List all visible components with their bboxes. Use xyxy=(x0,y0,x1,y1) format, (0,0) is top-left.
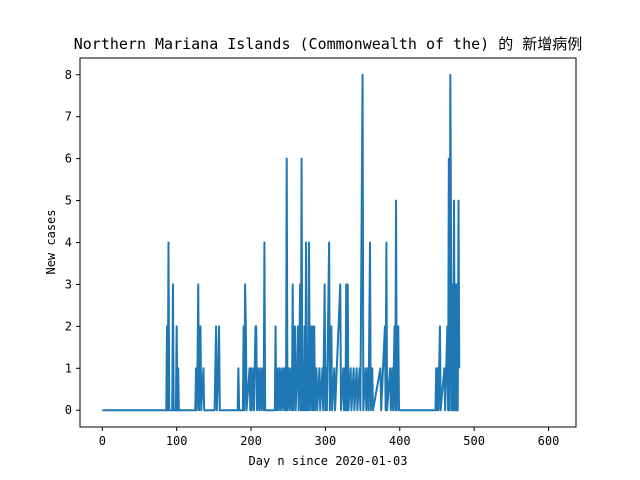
x-tick-label: 500 xyxy=(463,434,485,448)
y-tick-label: 5 xyxy=(65,194,72,208)
y-tick-label: 0 xyxy=(65,403,72,417)
y-tick-label: 3 xyxy=(65,277,72,291)
y-tick-label: 1 xyxy=(65,361,72,375)
plot-area xyxy=(102,73,461,412)
x-tick-label: 100 xyxy=(166,434,188,448)
x-axis-label: Day n since 2020-01-03 xyxy=(249,454,408,468)
chart-title: Northern Mariana Islands (Commonwealth o… xyxy=(74,35,582,53)
axes-frame xyxy=(79,57,577,428)
y-tick-label: 2 xyxy=(65,319,72,333)
axis-ticks: 0 100 200 300 400 500 600 0 1 2 3 4 5 6 7 8 xyxy=(65,68,560,448)
y-axis-label: New cases xyxy=(44,209,58,274)
x-tick-label: 0 xyxy=(99,434,106,448)
x-tick-label: 600 xyxy=(538,434,560,448)
y-tick-label: 8 xyxy=(65,68,72,82)
y-tick-label: 6 xyxy=(65,152,72,166)
x-tick-label: 300 xyxy=(315,434,337,448)
x-tick-label: 400 xyxy=(389,434,411,448)
y-tick-label: 7 xyxy=(65,110,72,124)
y-tick-label: 4 xyxy=(65,236,72,250)
series-line-0 xyxy=(102,73,461,412)
x-tick-label: 200 xyxy=(240,434,262,448)
